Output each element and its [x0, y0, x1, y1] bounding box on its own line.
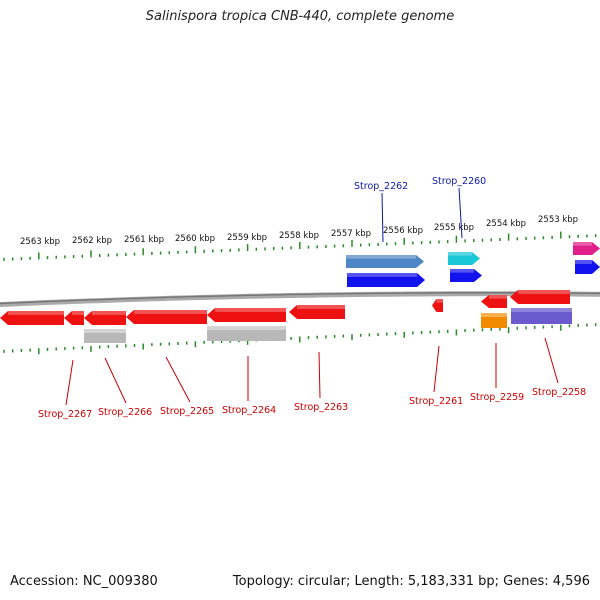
- gene-arrow-strop-2266: [84, 311, 126, 325]
- leader-line-reverse: [104, 357, 127, 404]
- leader-line-reverse: [433, 345, 440, 393]
- gene-arrow-blue-edge-shine: [575, 260, 592, 264]
- gene-arrow-strop-2263-shine: [297, 305, 345, 309]
- gene-arrow-cyan-shine: [448, 252, 472, 256]
- map-title: Salinispora tropica CNB-440, complete ge…: [145, 9, 455, 24]
- gene-arrow-strop-2260-shine: [450, 269, 474, 273]
- kbp-label: 2563 kbp: [20, 237, 60, 247]
- gene-arrow-strop-2260: [450, 269, 482, 282]
- track-box-purple-shine: [511, 308, 572, 312]
- accession-text: Accession: NC_009380: [10, 574, 158, 589]
- leader-line-reverse: [544, 337, 559, 384]
- track-box-orange-shine: [481, 313, 507, 317]
- gene-arrow-cyan: [448, 252, 480, 265]
- kbp-label: 2560 kbp: [175, 234, 215, 244]
- leader-line-reverse: [165, 356, 191, 403]
- gene-arrow-magenta: [573, 242, 600, 255]
- gene-arrow-strop-2267b: [64, 311, 84, 325]
- gene-label-reverse: Strop_2265: [160, 406, 214, 417]
- gene-arrow-strop-2264: [207, 308, 286, 322]
- gene-arrow-strop-2267-shine: [8, 311, 64, 315]
- kbp-label: 2558 kbp: [279, 231, 319, 241]
- gene-label-reverse: Strop_2267: [38, 409, 92, 420]
- gene-label-reverse: Strop_2261: [409, 396, 463, 407]
- gene-label-reverse: Strop_2259: [470, 392, 524, 403]
- gene-arrow-strop-2261: [432, 299, 443, 312]
- gene-label-forward: Strop_2260: [432, 176, 486, 187]
- gene-arrow-strop-2264-shine: [215, 308, 286, 312]
- gene-arrow-magenta-shine: [573, 242, 592, 246]
- gene-arrow-steel: [346, 255, 424, 268]
- gene-arrow-strop-2262: [347, 273, 425, 287]
- gene-arrow-strop-2258-shine: [518, 290, 570, 294]
- gene-arrow-strop-2262-shine: [347, 273, 417, 277]
- gene-arrow-strop-2259: [481, 295, 507, 308]
- kbp-label: 2553 kbp: [538, 215, 578, 225]
- gene-label-reverse: Strop_2266: [98, 407, 152, 418]
- leader-line-reverse: [318, 351, 321, 399]
- gene-label-reverse: Strop_2263: [294, 402, 348, 413]
- kbp-label: 2559 kbp: [227, 233, 267, 243]
- leader-line-reverse: [65, 359, 74, 406]
- gene-arrow-strop-2263: [289, 305, 345, 319]
- leader-line-forward: [381, 192, 384, 243]
- kbp-label: 2555 kbp: [434, 223, 474, 233]
- gene-arrow-strop-2259-shine: [489, 295, 507, 299]
- gene-label-reverse: Strop_2258: [532, 387, 586, 398]
- track-box-gray-2-shine: [207, 326, 286, 330]
- kbp-label: 2561 kbp: [124, 235, 164, 245]
- gene-arrow-strop-2266-shine: [92, 311, 126, 315]
- kbp-label: 2554 kbp: [486, 219, 526, 229]
- track-box-gray-1-shine: [84, 329, 126, 333]
- leader-line-forward: [458, 187, 463, 239]
- gene-arrow-strop-2258: [510, 290, 570, 304]
- gene-arrow-strop-2265: [126, 310, 207, 324]
- genome-backbone: [0, 291, 600, 307]
- kbp-label: 2562 kbp: [72, 236, 112, 246]
- kbp-label: 2557 kbp: [331, 229, 371, 239]
- genome-backbone-highlight: [0, 291, 600, 305]
- gene-arrow-strop-2267: [0, 311, 64, 325]
- gene-arrow-steel-shine: [346, 255, 416, 259]
- gene-label-forward: Strop_2262: [354, 181, 408, 192]
- gene-arrow-strop-2261-shine: [436, 299, 443, 303]
- gene-label-reverse: Strop_2264: [222, 405, 276, 416]
- gene-arrow-blue-edge: [575, 260, 600, 274]
- kbp-label: 2556 kbp: [383, 226, 423, 236]
- gene-arrow-strop-2265-shine: [134, 310, 207, 314]
- genome-summary-text: Topology: circular; Length: 5,183,331 bp…: [232, 574, 590, 589]
- gene-arrow-strop-2267b-shine: [72, 311, 84, 315]
